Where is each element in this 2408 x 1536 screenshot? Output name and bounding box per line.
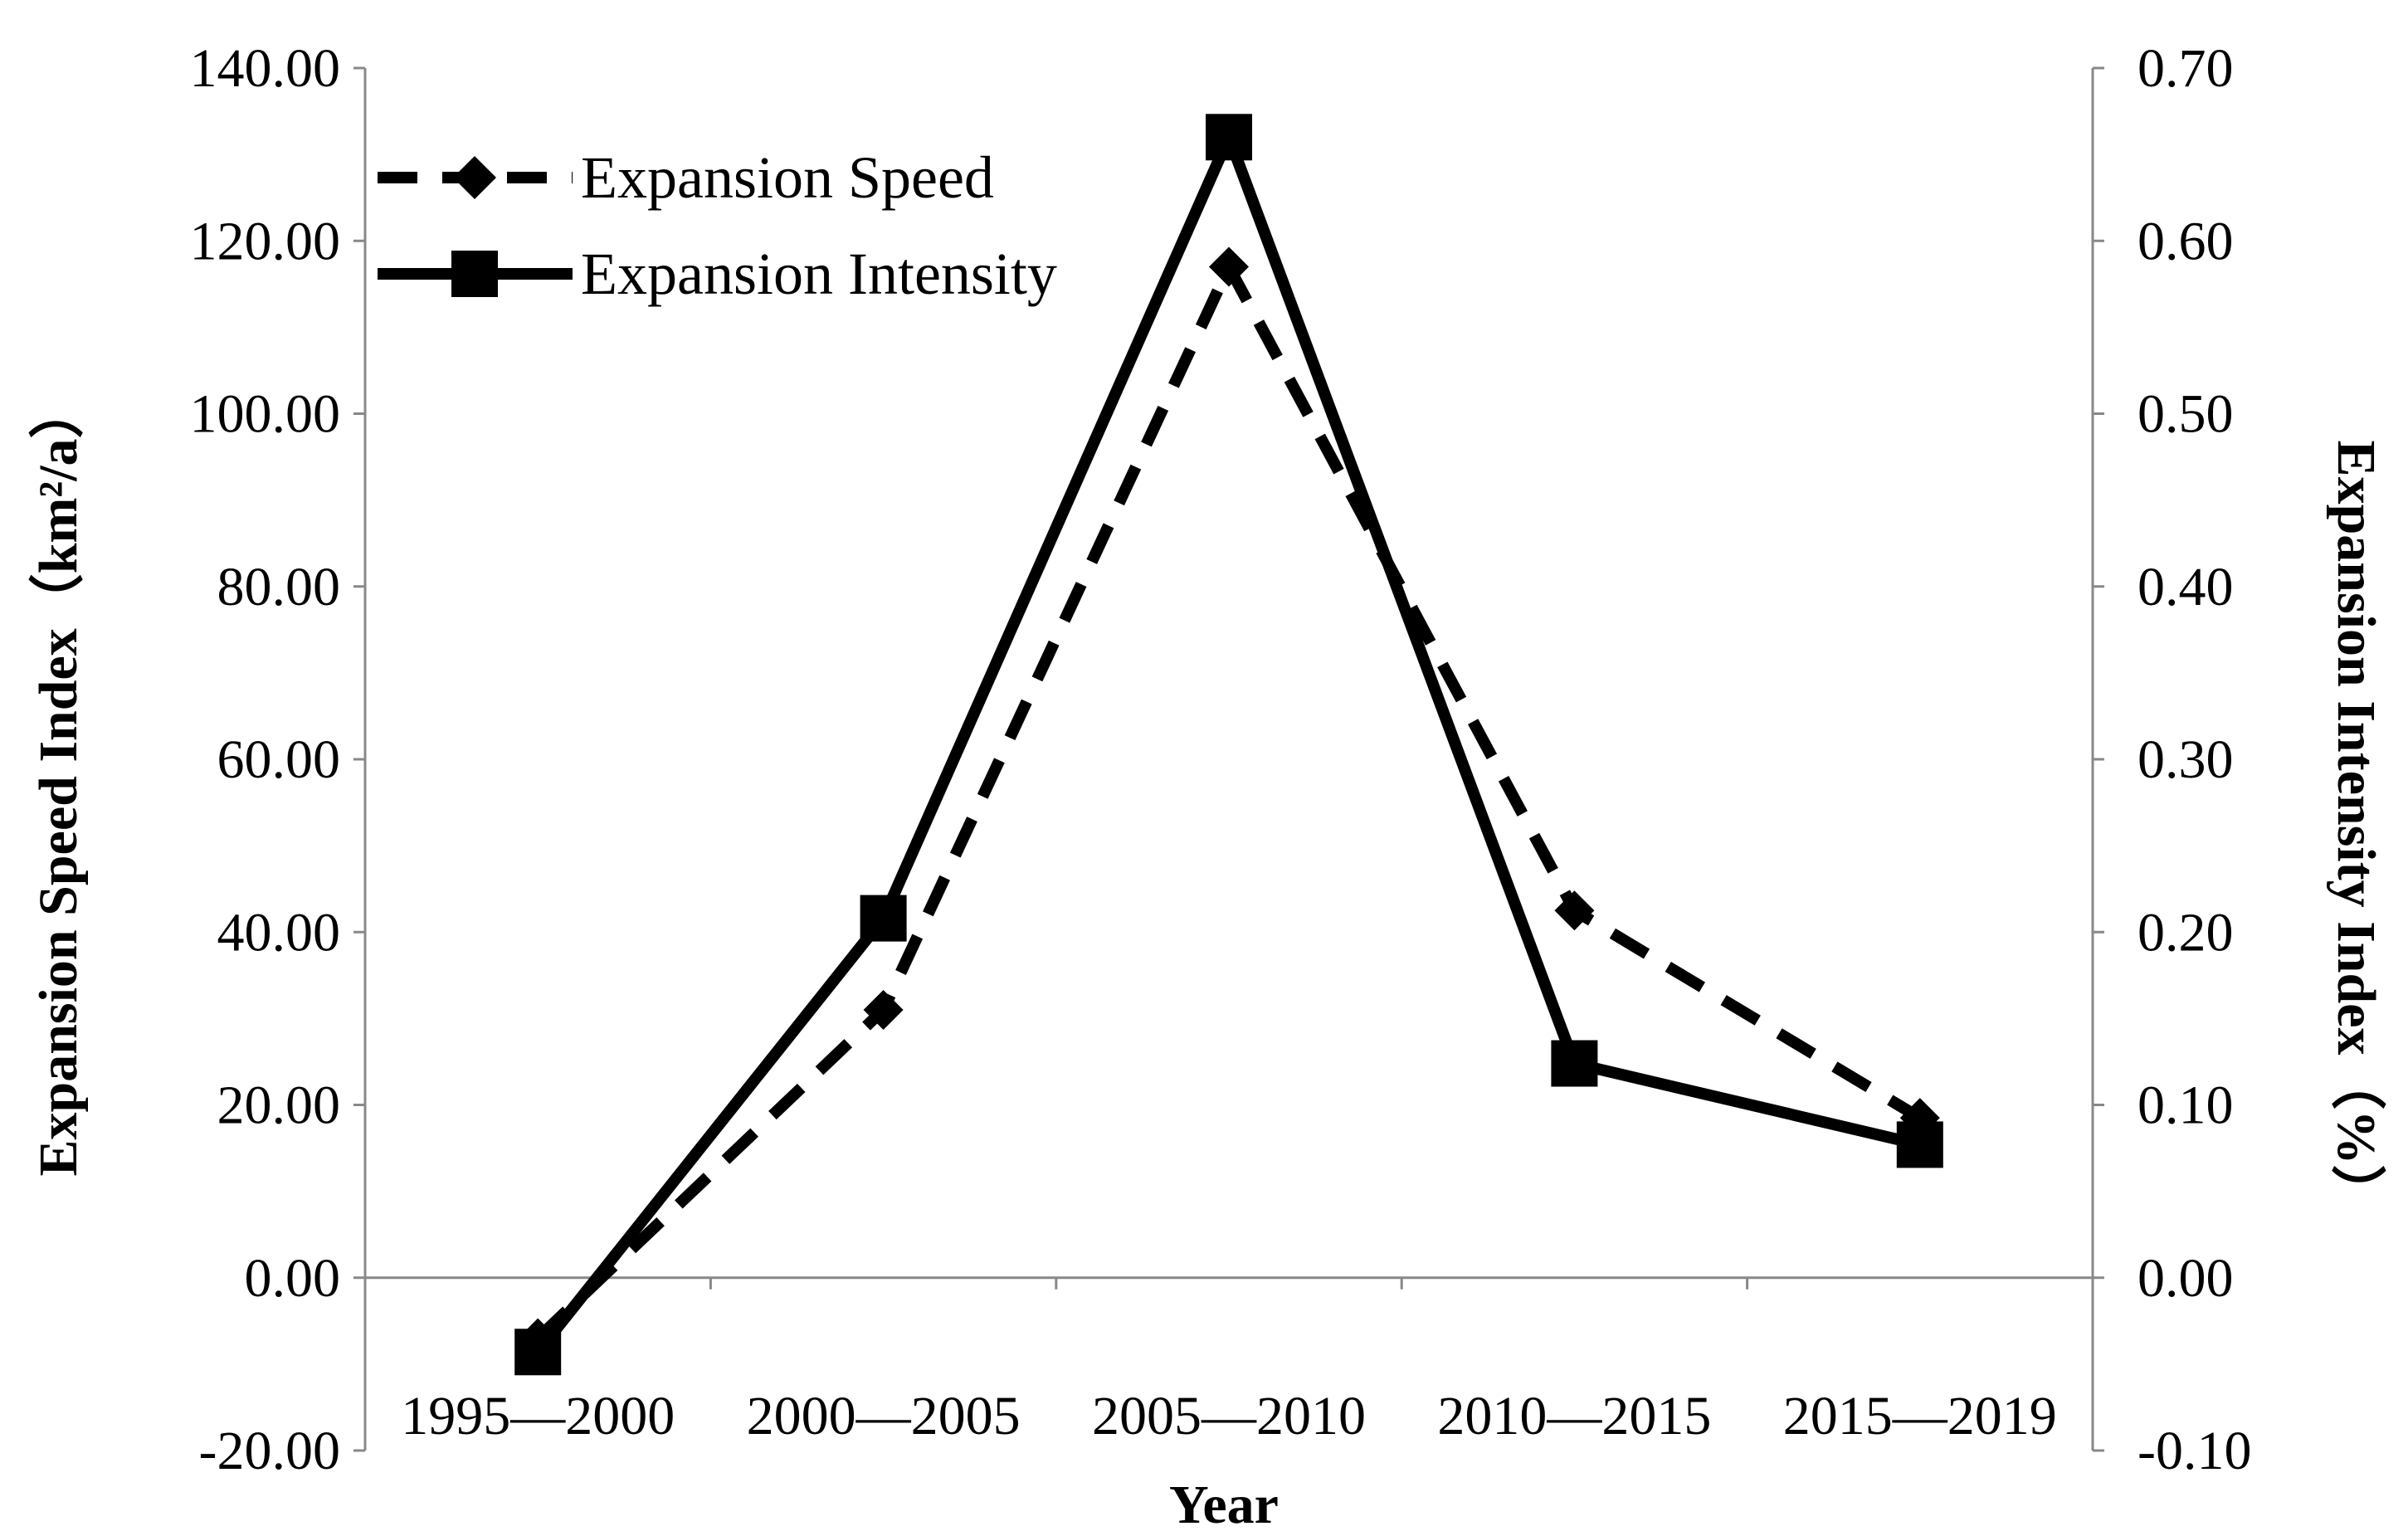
y-right-tick-label: -0.10 <box>2137 1421 2251 1481</box>
x-tick-label: 2000—2005 <box>747 1386 1021 1446</box>
data-point <box>863 989 904 1030</box>
series-layer <box>514 114 1943 1376</box>
axes: -20.00 0.00 20.00 40.00 60.00 80.00 100.00 120.… <box>190 38 2252 1481</box>
legend-label: Expansion Speed <box>581 144 994 211</box>
legend-label: Expansion Intensity <box>581 241 1057 307</box>
data-point <box>860 895 907 942</box>
y-left-tick-label: 40.00 <box>217 902 341 963</box>
y-left-tick-label: 80.00 <box>217 557 341 617</box>
data-point <box>1896 1121 1943 1168</box>
x-tick-label: 2010—2015 <box>1437 1386 1711 1446</box>
x-axis-title: Year <box>1169 1475 1279 1535</box>
y-right-tick-label: 0.50 <box>2137 384 2234 445</box>
data-point <box>1206 114 1252 161</box>
y-right-tick-label: 0.00 <box>2137 1248 2234 1309</box>
series-line <box>534 253 1923 1343</box>
y-right-tick-label: 0.30 <box>2137 729 2234 790</box>
data-point <box>1209 246 1249 287</box>
y-left-tick-label: 140.00 <box>190 38 341 99</box>
legend-marker <box>451 251 498 297</box>
y-right-axis-title: Expansion Intensity Index（%） <box>2326 441 2387 1220</box>
data-point <box>514 1329 562 1376</box>
data-point <box>1554 890 1595 931</box>
y-right-tick-label: 0.40 <box>2137 557 2234 617</box>
legend-item: Expansion Intensity <box>378 241 1057 307</box>
y-left-tick-label: 100.00 <box>190 384 341 445</box>
x-tick-label: 1995—2000 <box>401 1386 675 1446</box>
legend: Expansion Speed Expansion Intensity <box>378 144 1057 307</box>
series-expansion-intensity <box>514 114 1943 1376</box>
y-left-axis-title: Expansion Speed Index（km²/a） <box>27 383 89 1176</box>
y-left-tick-label: 60.00 <box>217 729 341 790</box>
y-right-tick-label: 0.20 <box>2137 902 2234 963</box>
x-tick-label: 2005—2010 <box>1092 1386 1366 1446</box>
y-right-tick-label: 0.70 <box>2137 38 2234 99</box>
legend-item: Expansion Speed <box>378 144 994 211</box>
legend-marker <box>453 156 496 199</box>
series-expansion-speed <box>518 246 1940 1358</box>
y-right-tick-label: 0.10 <box>2137 1075 2234 1136</box>
y-left-tick-label: -20.00 <box>199 1421 340 1481</box>
y-left-tick-label: 0.00 <box>245 1248 341 1309</box>
data-point <box>1551 1040 1598 1087</box>
y-right-tick-label: 0.60 <box>2137 211 2234 271</box>
series-line <box>533 121 1922 1356</box>
y-left-tick-label: 20.00 <box>217 1075 341 1136</box>
y-left-tick-label: 120.00 <box>190 211 341 271</box>
x-tick-label: 2015—2019 <box>1783 1386 2057 1446</box>
